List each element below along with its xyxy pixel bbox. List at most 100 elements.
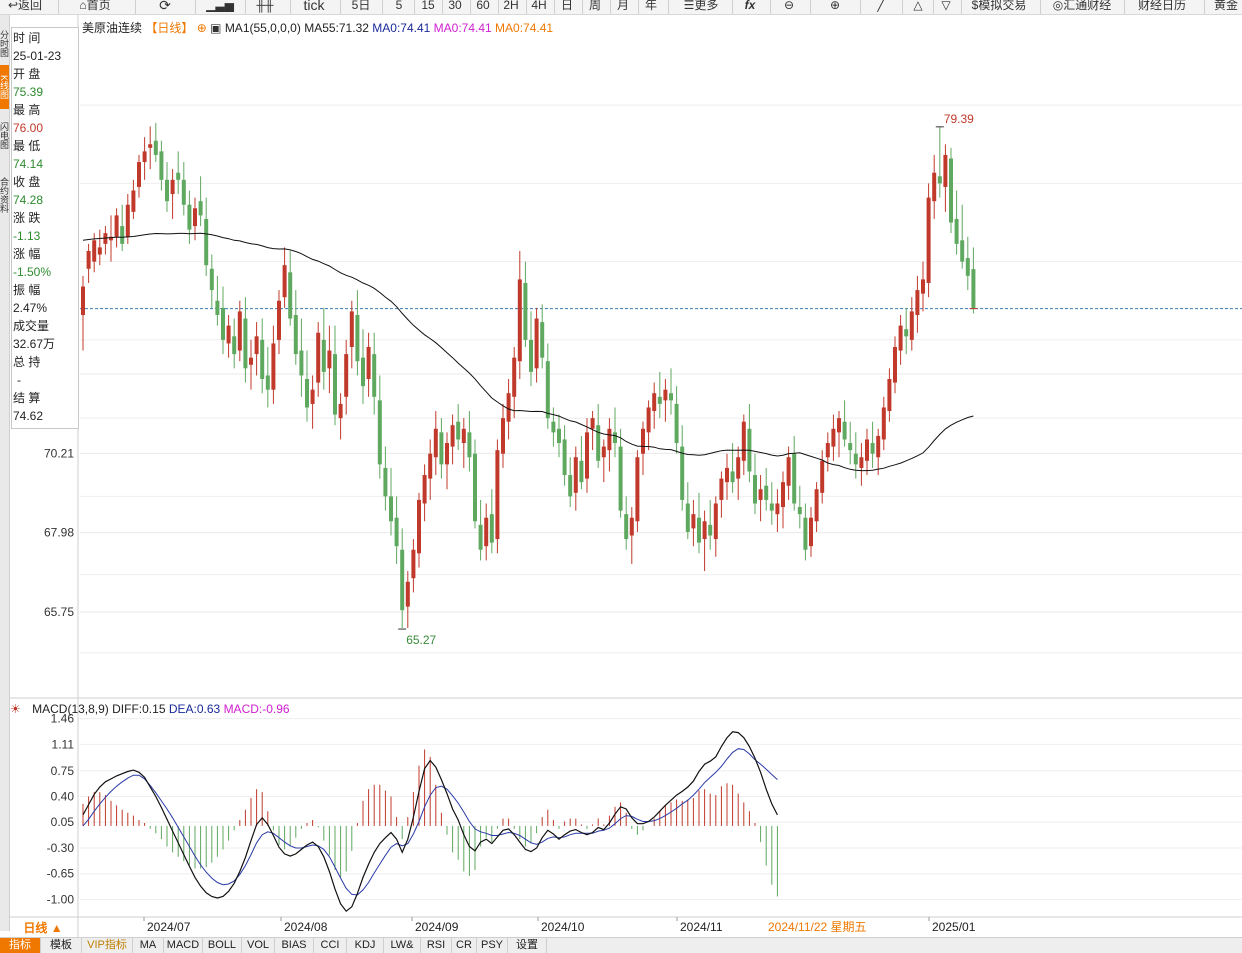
indicator-tab-1[interactable]: 模板 bbox=[41, 938, 82, 953]
candle-body-15 bbox=[165, 179, 169, 202]
indicator-tab-0[interactable]: 指标 bbox=[0, 938, 41, 953]
period-label[interactable]: 【日线】 bbox=[145, 21, 194, 35]
dea-label: DEA:0.63 bbox=[168, 702, 221, 716]
gold-button[interactable]: 黄金 bbox=[1213, 0, 1238, 12]
indicator-tab-13[interactable]: PSY bbox=[477, 938, 508, 953]
candle-body-32 bbox=[260, 339, 265, 380]
high-label: 最 高 bbox=[13, 103, 41, 117]
calendar-button[interactable]: 财经日历 bbox=[1137, 0, 1186, 12]
triangle-up-icon[interactable]: △ bbox=[913, 0, 923, 12]
indicator-tab-6[interactable]: VOL bbox=[242, 938, 275, 953]
tab-kline[interactable]: K线图 bbox=[0, 65, 9, 109]
m60-button[interactable]: 60 bbox=[476, 0, 490, 12]
ma-settings-icon[interactable]: ▣ bbox=[210, 21, 222, 35]
indicator-tab-3[interactable]: MA bbox=[133, 938, 164, 953]
candle-body-9 bbox=[131, 190, 136, 212]
macd-tick-2: 0.75 bbox=[51, 764, 75, 778]
tab-timeshare[interactable]: 分时图 bbox=[0, 29, 9, 57]
sim-trade-button[interactable]: $模拟交易 bbox=[971, 0, 1027, 12]
indicator-tab-4[interactable]: MACD bbox=[164, 938, 203, 953]
candle-body-83 bbox=[545, 361, 550, 419]
more-button[interactable]: ☰更多 bbox=[683, 0, 719, 12]
candle-body-80 bbox=[529, 339, 533, 372]
indicator-tab-7[interactable]: BIAS bbox=[275, 938, 314, 953]
candle-chart-icon[interactable]: ╫╫ bbox=[256, 0, 274, 12]
candle-body-91 bbox=[590, 418, 595, 429]
candle-body-104 bbox=[663, 389, 668, 401]
indicator-tab-12[interactable]: CR bbox=[452, 938, 477, 953]
year-button[interactable]: 年 bbox=[644, 0, 657, 12]
h2-button[interactable]: 2H bbox=[503, 0, 519, 12]
week-button[interactable]: 周 bbox=[588, 0, 601, 12]
huitong-button[interactable]: ◎汇通财经 bbox=[1052, 0, 1112, 12]
candle-body-39 bbox=[299, 350, 304, 376]
candle-body-78 bbox=[517, 279, 522, 362]
m15-button[interactable]: 15 bbox=[421, 0, 435, 12]
h4-button[interactable]: 4H bbox=[531, 0, 547, 12]
close-value: 74.28 bbox=[13, 193, 44, 207]
macd-tick-7: -1.00 bbox=[47, 892, 75, 906]
candle-body-27 bbox=[232, 336, 237, 355]
zoom-in-icon[interactable]: ⊕ bbox=[829, 0, 841, 12]
chart-header: 美原油连续 【日线】 ⊕ ▣ MA1(55,0,0,0) MA55:71.32 … bbox=[82, 19, 553, 36]
indicator-tab-9[interactable]: KDJ bbox=[347, 938, 384, 953]
candle-body-29 bbox=[243, 318, 248, 369]
ma55-label: MA55:71.32 bbox=[304, 21, 369, 35]
candle-body-87 bbox=[568, 475, 573, 497]
candle-body-108 bbox=[685, 503, 690, 532]
candle-body-128 bbox=[797, 507, 802, 515]
draw-line-icon[interactable]: ╱ bbox=[877, 0, 885, 12]
bar-chart-icon[interactable]: ▁▃▅ bbox=[206, 0, 234, 12]
change-value: -1.13 bbox=[13, 229, 41, 243]
candle-body-138 bbox=[853, 453, 858, 465]
m5-button[interactable]: 5 bbox=[395, 0, 403, 12]
menu-icon: ☰ bbox=[683, 0, 695, 12]
candle-body-146 bbox=[898, 325, 903, 351]
candle-body-142 bbox=[876, 435, 881, 458]
tick-button[interactable]: tick bbox=[303, 0, 325, 13]
diff-line bbox=[82, 731, 778, 913]
candle-body-133 bbox=[825, 443, 830, 458]
macd-settings-icon[interactable]: ☀ bbox=[10, 702, 21, 716]
candle-body-42 bbox=[316, 332, 321, 383]
zoom-out-icon[interactable]: ⊖ bbox=[783, 0, 795, 12]
candle-body-121 bbox=[758, 489, 763, 500]
m30-button[interactable]: 30 bbox=[448, 0, 462, 12]
indicator-tab-10[interactable]: LW& bbox=[384, 938, 421, 953]
candle-body-125 bbox=[781, 482, 785, 508]
candle-body-69 bbox=[467, 432, 472, 458]
home-button[interactable]: ⌂首页 bbox=[79, 0, 111, 12]
candle-body-55 bbox=[389, 496, 393, 522]
indicator-tab-14[interactable]: 设置 bbox=[508, 938, 547, 953]
indicator-tab-8[interactable]: CCI bbox=[314, 938, 347, 953]
candle-body-12 bbox=[148, 144, 153, 148]
ma0-label-c: MA0:74.41 bbox=[495, 21, 554, 35]
candle-body-18 bbox=[181, 179, 186, 205]
indicator-tab-11[interactable]: RSI bbox=[421, 938, 452, 953]
macd-value-label: MACD:-0.96 bbox=[223, 702, 290, 716]
day-button[interactable]: 日 bbox=[560, 0, 573, 12]
candle-body-47 bbox=[344, 354, 349, 397]
add-icon[interactable]: ⊕ bbox=[196, 21, 207, 35]
triangle-down-icon[interactable]: ▽ bbox=[941, 0, 951, 12]
formula-icon[interactable]: fx bbox=[744, 0, 756, 12]
macd-tick-0: 1.46 bbox=[51, 712, 75, 726]
indicator-tab-5[interactable]: BOLL bbox=[203, 938, 242, 953]
change-label: 涨 跌 bbox=[13, 211, 41, 225]
candle-body-10 bbox=[137, 162, 141, 187]
5day-button[interactable]: 5日 bbox=[351, 0, 371, 12]
macd-tick-1: 1.11 bbox=[52, 737, 75, 751]
tab-contract[interactable]: 合约资料 bbox=[0, 177, 9, 213]
period-selector[interactable]: 日线 ▲ bbox=[23, 921, 63, 935]
time-label: 时 间 bbox=[13, 31, 41, 45]
tab-flash[interactable]: 闪电图 bbox=[0, 121, 9, 149]
month-button[interactable]: 月 bbox=[616, 0, 629, 12]
candle-body-148 bbox=[909, 311, 914, 340]
indicator-tab-2[interactable]: VIP指标 bbox=[82, 938, 133, 953]
back-button[interactable]: ↩返回 bbox=[7, 0, 43, 12]
refresh-icon[interactable]: ⟳ bbox=[159, 0, 171, 13]
ma1-label: MA1(55,0,0,0) bbox=[224, 21, 301, 35]
candle-body-38 bbox=[293, 314, 298, 355]
candle-body-97 bbox=[624, 514, 629, 540]
